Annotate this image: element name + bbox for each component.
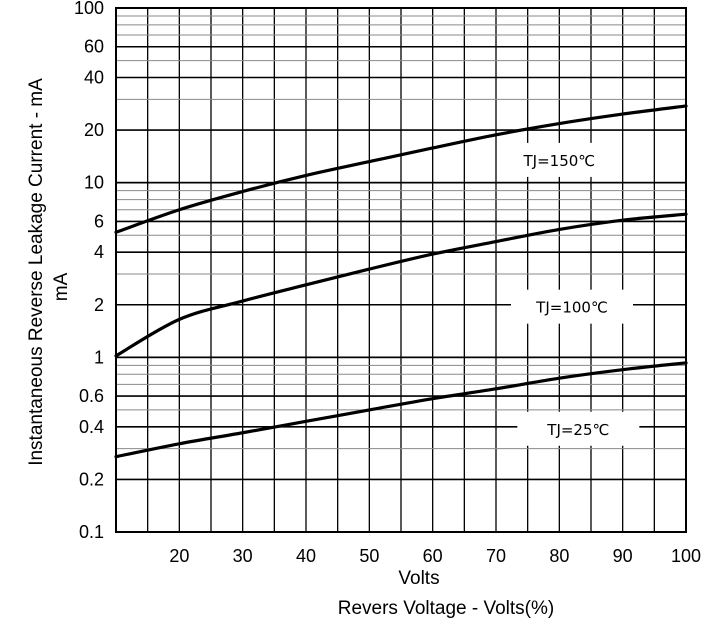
curve-label-box — [517, 411, 640, 446]
y-tick-label: 0.2 — [79, 469, 104, 489]
series-line-tj-25- — [114, 361, 688, 459]
y-tick-label: 40 — [84, 68, 104, 88]
y-tick-label: 0.6 — [79, 386, 104, 406]
tick-labels: 0.1 0.2 0.4 0.6 1 2 4 6 10 20 40 60 100 20 30 40 50 60 70 8… — [74, 0, 701, 566]
x-axis-title: Revers Voltage - Volts(%) — [338, 598, 554, 619]
y-tick-label: 1 — [94, 347, 104, 367]
x-tick-label: 40 — [296, 546, 316, 566]
y-tick-label: 60 — [84, 37, 104, 57]
y-tick-label: 6 — [94, 211, 104, 231]
y-tick-label: 0.4 — [79, 417, 104, 437]
x-axis-units: Volts — [398, 568, 439, 589]
y-axis-title: Instantaneous Reverse Leakage Current - … — [26, 78, 47, 466]
curve-label-boxes: TJ=150℃ TJ=100℃ TJ=25℃ — [498, 142, 640, 446]
plot-area-frame — [115, 7, 687, 533]
curve-label-box — [498, 142, 621, 177]
x-tick-label: 90 — [613, 546, 633, 566]
curve-label-box — [511, 289, 633, 324]
x-tick-label: 70 — [486, 546, 506, 566]
x-tick-label: 100 — [671, 546, 701, 566]
x-tick-label: 80 — [549, 546, 569, 566]
y-tick-label: 0.1 — [79, 522, 104, 542]
y-tick-label: 100 — [74, 0, 104, 18]
y-tick-label: 2 — [94, 295, 104, 315]
curve-label: TJ=100℃ — [535, 299, 608, 317]
series-line-tj-100- — [114, 212, 688, 358]
series-line-tj-150- — [114, 104, 688, 234]
x-tick-label: 30 — [233, 546, 253, 566]
curve-label: TJ=25℃ — [546, 421, 609, 439]
x-tick-label: 50 — [359, 546, 379, 566]
data-curves — [114, 104, 688, 459]
y-tick-label: 4 — [94, 242, 104, 262]
y-tick-label: 10 — [84, 173, 104, 193]
y-tick-label: 20 — [84, 120, 104, 140]
y-axis-units: mA — [51, 272, 72, 301]
x-tick-label: 60 — [423, 546, 443, 566]
x-tick-label: 20 — [169, 546, 189, 566]
curve-label: TJ=150℃ — [523, 152, 596, 170]
